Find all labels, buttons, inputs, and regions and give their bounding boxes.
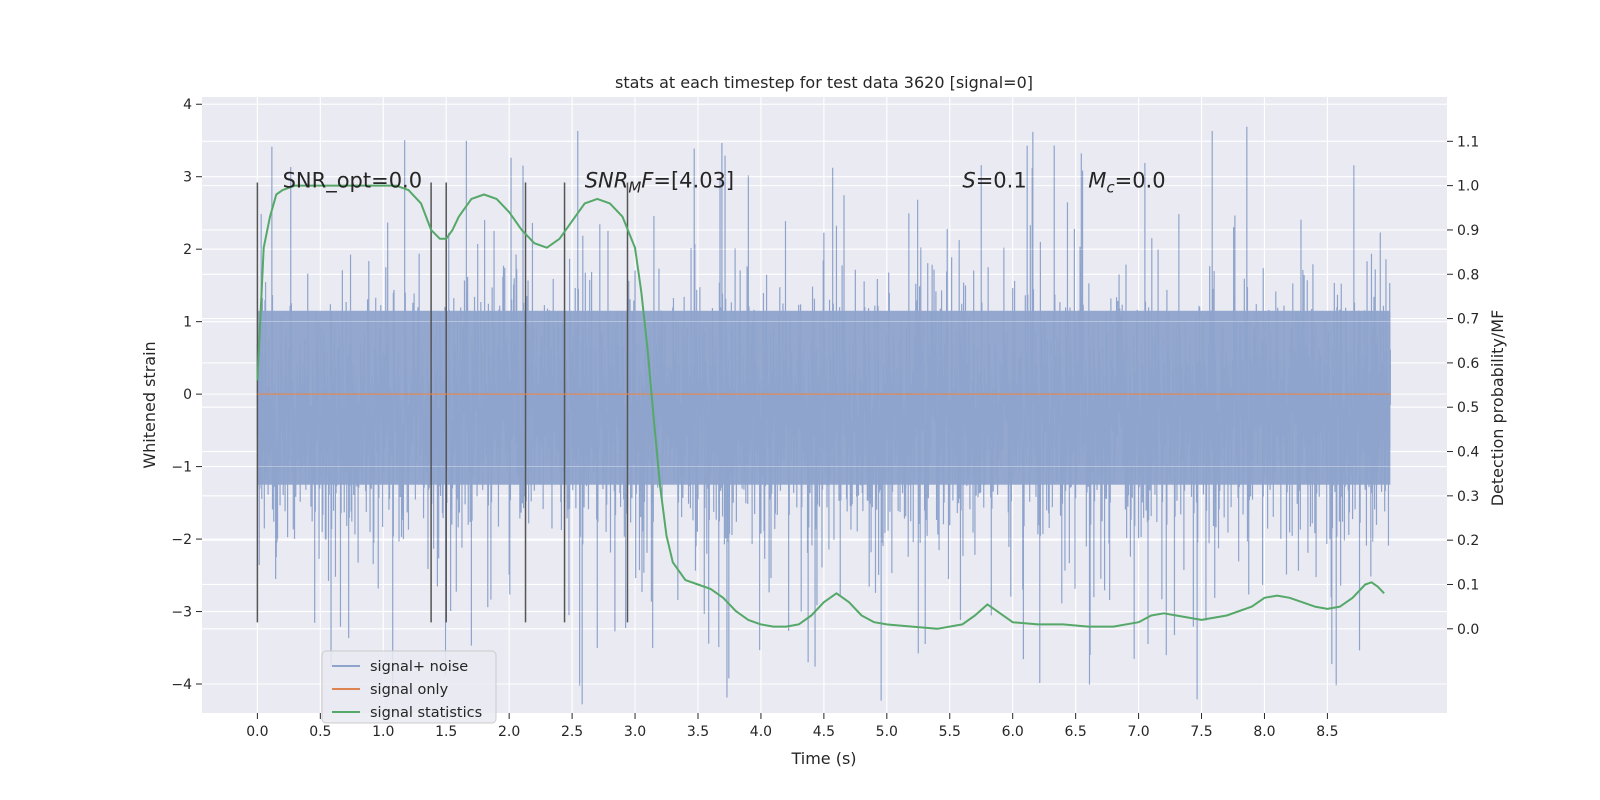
y2-tick-label: 0.7 — [1457, 312, 1479, 328]
y2-tick-label: 0.6 — [1457, 356, 1479, 372]
y2-tick-label: 0.2 — [1457, 533, 1479, 549]
x-tick-label: 8.5 — [1316, 724, 1338, 740]
y2-tick-label: 0.4 — [1457, 445, 1479, 461]
x-axis-label: Time (s) — [790, 749, 856, 768]
y2-tick-label: 0.5 — [1457, 400, 1479, 416]
x-tick-label: 3.0 — [624, 724, 646, 740]
annotation-base: M — [1088, 169, 1106, 193]
y2-tick-label: 0.0 — [1457, 622, 1479, 638]
vertical-markers — [256, 182, 629, 623]
annotation-value: =0.0 — [1115, 169, 1166, 193]
annotation-number: =[4.03] — [653, 169, 734, 193]
legend-label: signal+ noise — [370, 659, 468, 675]
x-tick-label: 2.5 — [561, 724, 583, 740]
legend-box — [321, 650, 497, 724]
y2-tick-label: 0.3 — [1457, 489, 1479, 505]
x-tick-label: 5.0 — [876, 724, 898, 740]
y-tick-label: −3 — [171, 605, 192, 621]
x-tick-label: 0.0 — [246, 724, 268, 740]
y2-tick-label: 1.1 — [1457, 134, 1479, 150]
annotation-subscript: M — [628, 179, 641, 197]
y-tick-label: 0 — [183, 387, 192, 403]
series-lines — [256, 184, 1391, 630]
y2-tick-label: 0.9 — [1457, 223, 1479, 239]
x-tick-label: 6.0 — [1002, 724, 1024, 740]
annotation-text: S=0.1 — [962, 169, 1026, 193]
y-tick-label: −2 — [171, 532, 192, 548]
x-tick-label: 4.5 — [813, 724, 835, 740]
y2-tick-label: 1.0 — [1457, 179, 1479, 195]
x-tick-label: 2.0 — [498, 724, 520, 740]
y2-axis-label: Detection probability/MF — [1488, 310, 1507, 507]
signal-statistics-line — [256, 184, 1385, 630]
annotations: SNR_opt=0.0 SNRMF=[4.03] S=0.1 Mc=0.0 — [283, 169, 1166, 197]
y-tick-label: 2 — [183, 242, 192, 258]
legend: signal+ noise signal only signal statistic… — [321, 650, 497, 724]
y-tick-label: −1 — [171, 460, 192, 476]
annotation-subscript: c — [1106, 179, 1115, 197]
x-tick-label: 6.5 — [1065, 724, 1087, 740]
x-tick-label: 7.5 — [1190, 724, 1212, 740]
x-tick-label: 7.0 — [1127, 724, 1149, 740]
y-tick-label: 1 — [183, 315, 192, 331]
y-tick-label: 4 — [183, 97, 192, 113]
x-tick-label: 1.5 — [435, 724, 457, 740]
x-tick-label: 8.0 — [1253, 724, 1275, 740]
annotation-base: S — [962, 169, 975, 193]
x-tick-label: 5.5 — [939, 724, 961, 740]
y-tick-label: 3 — [183, 170, 192, 186]
x-tick-label: 4.0 — [750, 724, 772, 740]
legend-label: signal statistics — [370, 705, 482, 721]
annotation-base: SNR — [585, 169, 629, 193]
annotation-text: SNR_opt=0.0 — [283, 169, 423, 194]
x-tick-label: 3.5 — [687, 724, 709, 740]
chart-title: stats at each timestep for test data 362… — [615, 73, 1033, 92]
legend-label: signal only — [370, 682, 449, 698]
x-tick-label: 1.0 — [372, 724, 394, 740]
y-axis-label: Whitened strain — [140, 341, 159, 468]
y-tick-label: −4 — [171, 677, 192, 693]
annotation-value: F — [641, 169, 654, 193]
axis-ticks: 0.0 0.5 1.0 1.5 2.0 2.5 3.0 3.5 4.0 4.5 5.0 5.5 6.0 6… — [171, 97, 1479, 740]
y2-tick-label: 0.1 — [1457, 577, 1479, 593]
y2-tick-label: 0.8 — [1457, 267, 1479, 283]
annotation-text: Mc=0.0 — [1088, 169, 1165, 197]
x-tick-label: 0.5 — [309, 724, 331, 740]
annotation-text: SNRMF=[4.03] — [585, 169, 734, 197]
annotation-value: =0.1 — [976, 169, 1027, 193]
